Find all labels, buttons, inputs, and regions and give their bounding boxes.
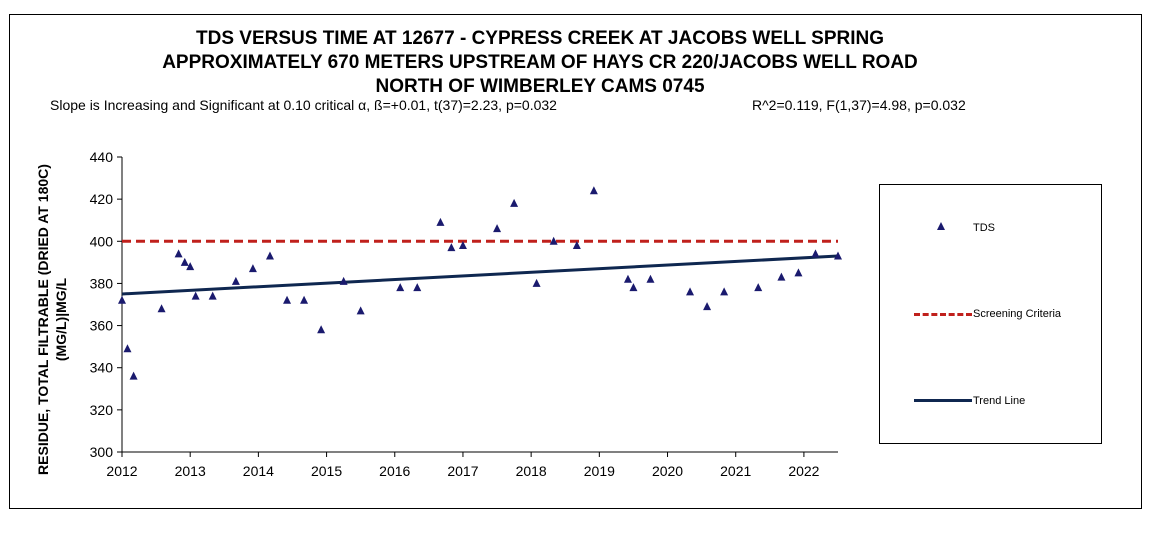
tds-data-point <box>123 344 132 353</box>
x-tick-label-2018: 2018 <box>516 463 547 479</box>
x-tick-label-2017: 2017 <box>447 463 478 479</box>
tds-data-point <box>208 291 217 300</box>
trend-line-line <box>121 254 839 296</box>
legend-label-screening-criteria: Screening Criteria <box>973 308 1062 320</box>
chart-frame <box>9 14 1142 509</box>
tds-data-point <box>532 278 541 287</box>
x-tick-label-2012: 2012 <box>106 463 137 479</box>
tds-data-point <box>510 198 519 207</box>
legend-label-tds: TDS <box>973 222 995 234</box>
tds-data-point <box>629 283 638 292</box>
tds-data-point <box>754 283 763 292</box>
tds-data-point <box>447 243 456 252</box>
tds-data-point <box>703 302 712 311</box>
tds-data-point <box>646 274 655 283</box>
y-tick-label-300: 300 <box>90 444 114 460</box>
tds-data-point <box>549 236 558 245</box>
tds-data-point <box>186 262 195 271</box>
tds-data-point <box>118 295 126 304</box>
tds-data-point <box>317 325 326 334</box>
y-axis-label-line-2: (MG/L)|MG/L <box>53 277 69 361</box>
tds-data-point <box>157 304 166 313</box>
y-tick-label-380: 380 <box>90 275 114 291</box>
y-tick-label-360: 360 <box>90 318 114 334</box>
tds-data-point <box>396 283 405 292</box>
tds-data-point <box>623 274 632 283</box>
regression-statistics: R^2=0.119, F(1,37)=4.98, p=0.032 <box>752 97 966 113</box>
legend: TDS Screening Criteria Trend Line <box>879 184 1102 444</box>
x-tick-label-2015: 2015 <box>311 463 342 479</box>
chart-title-line-2: APPROXIMATELY 670 METERS UPSTREAM OF HAY… <box>162 52 918 73</box>
tds-data-point <box>356 306 365 315</box>
tds-data-point <box>180 257 189 266</box>
tds-data-point <box>191 291 200 300</box>
x-tick-label-2021: 2021 <box>720 463 751 479</box>
tds-data-point <box>129 371 138 380</box>
x-tick-label-2019: 2019 <box>584 463 615 479</box>
legend-screening-criteria-line <box>914 313 972 316</box>
legend-trend-line <box>914 399 972 402</box>
chart-title-line-1: TDS VERSUS TIME AT 12677 - CYPRESS CREEK… <box>196 28 884 49</box>
tds-data-point <box>834 251 842 260</box>
slope-statistics: Slope is Increasing and Significant at 0… <box>50 97 557 113</box>
tds-data-point <box>300 295 309 304</box>
tds-data-point <box>339 276 348 285</box>
tds-data-point <box>436 217 445 226</box>
x-tick-label-2014: 2014 <box>243 463 274 479</box>
x-tick-label-2022: 2022 <box>788 463 819 479</box>
x-tick-label-2016: 2016 <box>379 463 410 479</box>
tds-data-point <box>265 251 274 260</box>
y-tick-label-400: 400 <box>90 233 114 249</box>
tds-data-point <box>248 264 257 273</box>
tds-data-point <box>283 295 292 304</box>
x-tick-label-2013: 2013 <box>175 463 206 479</box>
tds-data-point <box>231 276 240 285</box>
legend-tds-marker-icon <box>937 222 945 230</box>
tds-data-point <box>720 287 729 296</box>
tds-data-point <box>794 268 803 277</box>
y-tick-label-340: 340 <box>90 360 114 376</box>
legend-label-trend-line: Trend Line <box>973 395 1026 407</box>
tds-data-point <box>413 283 422 292</box>
tds-data-point <box>686 287 695 296</box>
y-tick-label-320: 320 <box>90 402 114 418</box>
tds-data-point <box>777 272 786 281</box>
tds-data-point <box>589 186 598 195</box>
tds-data-point <box>493 224 502 233</box>
y-axis-label-line-1: RESIDUE, TOTAL FILTRABLE (DRIED AT 180C) <box>35 164 51 475</box>
tds-data-point <box>174 249 183 258</box>
tds-data-point <box>572 241 581 249</box>
tds-data-point <box>811 249 820 258</box>
y-tick-label-440: 440 <box>90 149 114 165</box>
chart-title-line-3: NORTH OF WIMBERLEY CAMS 0745 <box>375 76 705 97</box>
y-tick-label-420: 420 <box>90 191 114 207</box>
x-tick-label-2020: 2020 <box>652 463 683 479</box>
tds-data-point <box>458 241 467 249</box>
